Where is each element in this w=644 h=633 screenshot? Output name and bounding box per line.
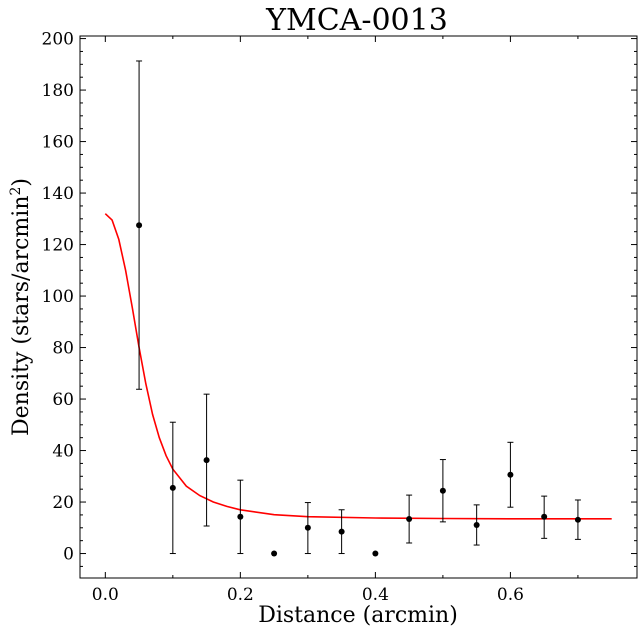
y-axis-label-close: ) [9,178,34,187]
y-tick-label: 140 [42,184,74,204]
x-axis-ticks: 0.0 0.2 0.4 0.6 [92,36,579,605]
y-tick-label: 60 [52,390,74,410]
plot-frame [79,35,638,579]
y-tick-label: 200 [42,30,74,50]
fit-line [104,213,612,520]
y-tick-label: 80 [52,339,74,359]
data-point [169,484,176,491]
data-point [406,516,413,523]
data-point [304,524,311,531]
data-point [203,457,210,464]
data-point [574,516,581,523]
y-tick-label: 40 [52,442,74,462]
data-point [271,550,278,557]
data-point [136,222,143,229]
data-point [541,513,548,520]
y-axis-ticks: 0 20 40 60 80 100 120 140 160 180 200 [42,30,637,567]
data-point [338,528,345,535]
fit-layer [104,213,612,520]
y-tick-label: 100 [42,287,74,307]
x-tick-label: 0.2 [227,585,254,605]
data-point [439,487,446,494]
y-tick-label: 20 [52,493,74,513]
y-axis-label-superscript: 2 [8,187,24,196]
chart-title: YMCA-0013 [265,3,448,38]
y-tick-label: 180 [42,81,74,101]
data-point [473,521,480,528]
data-point [372,550,379,557]
errorbar-layer [136,60,581,555]
data-point [507,471,514,478]
y-tick-label: 0 [63,545,74,565]
y-tick-label: 120 [42,236,74,256]
x-tick-label: 0.6 [497,585,524,605]
x-tick-label: 0.0 [92,585,119,605]
data-point [237,513,244,520]
point-layer [136,222,581,557]
y-tick-label: 160 [42,133,74,153]
x-tick-label: 0.4 [362,585,389,605]
y-axis-label-main: Density (stars/arcmin [9,196,34,437]
y-axis-label: Density (stars/arcmin2) [8,178,34,436]
x-axis-label: Distance (arcmin) [258,603,458,628]
plot-area: 0.0 0.2 0.4 0.6 0 20 40 60 80 100 120 140 160 180 200 [42,30,638,605]
